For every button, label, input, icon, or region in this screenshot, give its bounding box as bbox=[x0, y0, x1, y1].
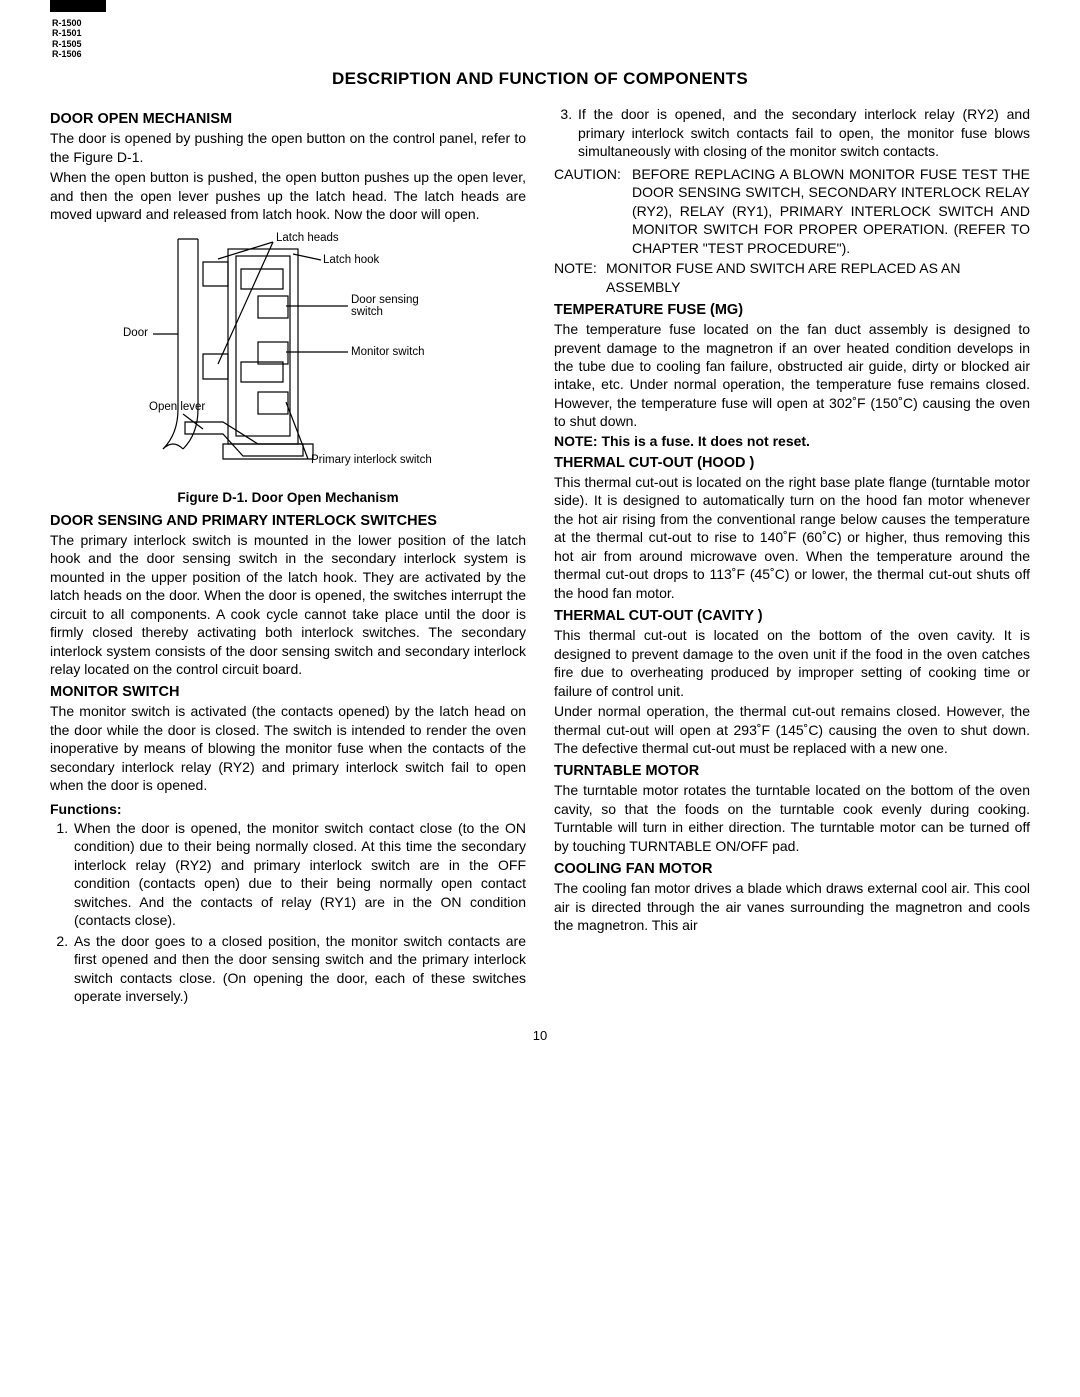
caution-block: CAUTION: BEFORE REPLACING A BLOWN MONITO… bbox=[554, 165, 1030, 257]
para: The door is opened by pushing the open b… bbox=[50, 129, 526, 166]
note-text: MONITOR FUSE AND SWITCH ARE REPLACED AS … bbox=[606, 259, 1030, 296]
label-primary-interlock: Primary interlock switch bbox=[311, 454, 432, 466]
model-item: R-1505 bbox=[52, 39, 1030, 49]
figure-caption: Figure D-1. Door Open Mechanism bbox=[50, 490, 526, 505]
heading-door-open: DOOR OPEN MECHANISM bbox=[50, 111, 526, 127]
caution-text: BEFORE REPLACING A BLOWN MONITOR FUSE TE… bbox=[632, 165, 1030, 257]
functions-list: When the door is opened, the monitor swi… bbox=[50, 819, 526, 1006]
para: The cooling fan motor drives a blade whi… bbox=[554, 879, 1030, 934]
para: Under normal operation, the thermal cut-… bbox=[554, 702, 1030, 757]
para: This thermal cut-out is located on the b… bbox=[554, 626, 1030, 700]
label-monitor-switch: Monitor switch bbox=[351, 346, 425, 358]
functions-list-cont: If the door is opened, and the secondary… bbox=[554, 105, 1030, 160]
left-column: DOOR OPEN MECHANISM The door is opened b… bbox=[50, 105, 526, 1009]
heading-cavity: THERMAL CUT-OUT (CAVITY ) bbox=[554, 608, 1030, 624]
caution-label: CAUTION: bbox=[554, 165, 632, 257]
para: The temperature fuse located on the fan … bbox=[554, 320, 1030, 431]
diagram-door-mechanism: Latch heads Latch hook Door sensingswitc… bbox=[123, 234, 453, 484]
heading-turntable: TURNTABLE MOTOR bbox=[554, 763, 1030, 779]
label-open-lever: Open lever bbox=[149, 401, 205, 413]
para: The turntable motor rotates the turntabl… bbox=[554, 781, 1030, 855]
heading-cooling: COOLING FAN MOTOR bbox=[554, 861, 1030, 877]
list-item: As the door goes to a closed position, t… bbox=[72, 932, 526, 1006]
model-item: R-1506 bbox=[52, 49, 1030, 59]
para: This thermal cut-out is located on the r… bbox=[554, 473, 1030, 602]
figure-d1: Latch heads Latch hook Door sensingswitc… bbox=[50, 234, 526, 505]
label-door-sensing: Door sensingswitch bbox=[351, 294, 419, 318]
note-bold: NOTE: This is a fuse. It does not reset. bbox=[554, 433, 1030, 449]
model-item: R-1500 bbox=[52, 18, 1030, 28]
page-number: 10 bbox=[50, 1028, 1030, 1043]
heading-temp-fuse: TEMPERATURE FUSE (MG) bbox=[554, 302, 1030, 318]
heading-door-sensing: DOOR SENSING AND PRIMARY INTERLOCK SWITC… bbox=[50, 513, 526, 529]
page-title: DESCRIPTION AND FUNCTION OF COMPONENTS bbox=[50, 69, 1030, 89]
label-latch-hook: Latch hook bbox=[323, 254, 379, 266]
model-item: R-1501 bbox=[52, 28, 1030, 38]
header-black-box bbox=[50, 0, 106, 12]
para: When the open button is pushed, the open… bbox=[50, 168, 526, 223]
heading-monitor: MONITOR SWITCH bbox=[50, 684, 526, 700]
functions-label: Functions: bbox=[50, 801, 526, 817]
right-column: If the door is opened, and the secondary… bbox=[554, 105, 1030, 1009]
para: The primary interlock switch is mounted … bbox=[50, 531, 526, 679]
para: The monitor switch is activated (the con… bbox=[50, 702, 526, 794]
note-label: NOTE: bbox=[554, 259, 606, 296]
model-list: R-1500 R-1501 R-1505 R-1506 bbox=[52, 18, 1030, 59]
heading-hood: THERMAL CUT-OUT (HOOD ) bbox=[554, 455, 1030, 471]
two-column-layout: DOOR OPEN MECHANISM The door is opened b… bbox=[50, 105, 1030, 1009]
label-door: Door bbox=[123, 327, 148, 339]
list-item: If the door is opened, and the secondary… bbox=[576, 105, 1030, 160]
note-block: NOTE: MONITOR FUSE AND SWITCH ARE REPLAC… bbox=[554, 259, 1030, 296]
list-item: When the door is opened, the monitor swi… bbox=[72, 819, 526, 930]
label-latch-heads: Latch heads bbox=[276, 232, 339, 244]
